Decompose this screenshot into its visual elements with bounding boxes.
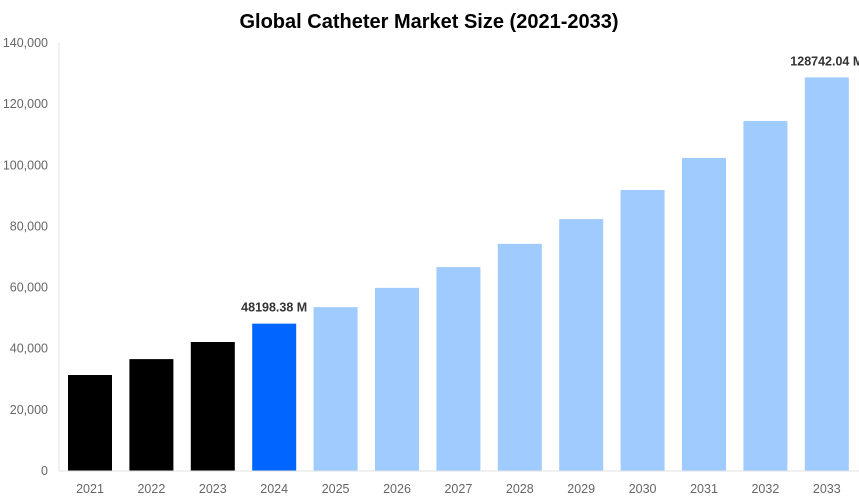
x-tick-label: 2032 (751, 482, 779, 496)
x-axis: 2021 2022 2023 2024 2025 2026 2027 2028 2029 2030… (59, 470, 859, 496)
bar-2022 (129, 359, 174, 471)
x-tick-label: 2031 (690, 482, 718, 496)
chart-title: Global Catheter Market Size (2021-2033) (239, 11, 618, 33)
x-tick-label: 2026 (383, 482, 411, 496)
bar-2023 (190, 341, 235, 471)
y-tick-label: 20,000 (10, 403, 48, 417)
y-tick-label: 120,000 (3, 97, 48, 111)
x-tick-label: 2022 (137, 482, 165, 496)
bar-2025 (313, 307, 358, 471)
y-tick-label: 100,000 (3, 158, 48, 172)
y-tick-label: 40,000 (10, 342, 48, 356)
x-tick-label: 2030 (629, 482, 657, 496)
bar-2029 (559, 219, 604, 471)
data-label-2033: 128742.04 M (790, 54, 859, 68)
x-tick-label: 2023 (199, 482, 227, 496)
y-tick-label: 80,000 (10, 219, 48, 233)
y-tick-label: 140,000 (3, 36, 48, 50)
bar-2026 (375, 287, 419, 471)
y-axis: 0 20,000 40,000 60,000 80,000 100,000 120,000 1… (3, 36, 60, 478)
data-labels: 48198.38 M 128742.04 M (241, 54, 859, 314)
bar-2031 (682, 157, 726, 471)
bar-2033 (804, 77, 849, 472)
x-tick-label: 2027 (444, 482, 472, 496)
x-tick-label: 2021 (76, 482, 104, 496)
bar-2028 (497, 243, 542, 471)
bars (68, 77, 849, 472)
x-tick-label: 2033 (813, 482, 841, 496)
x-tick-label: 2029 (567, 482, 595, 496)
y-tick-label: 60,000 (10, 281, 48, 295)
bar-2032 (743, 120, 788, 471)
y-tick-label: 0 (41, 464, 48, 478)
data-label-2024: 48198.38 M (241, 301, 307, 315)
bar-2027 (436, 267, 481, 471)
x-tick-label: 2025 (322, 482, 350, 496)
bar-2024 (252, 323, 297, 471)
bar-2021 (68, 375, 112, 471)
x-tick-label: 2024 (260, 482, 288, 496)
bar-2030 (620, 190, 665, 471)
x-tick-label: 2028 (506, 482, 534, 496)
